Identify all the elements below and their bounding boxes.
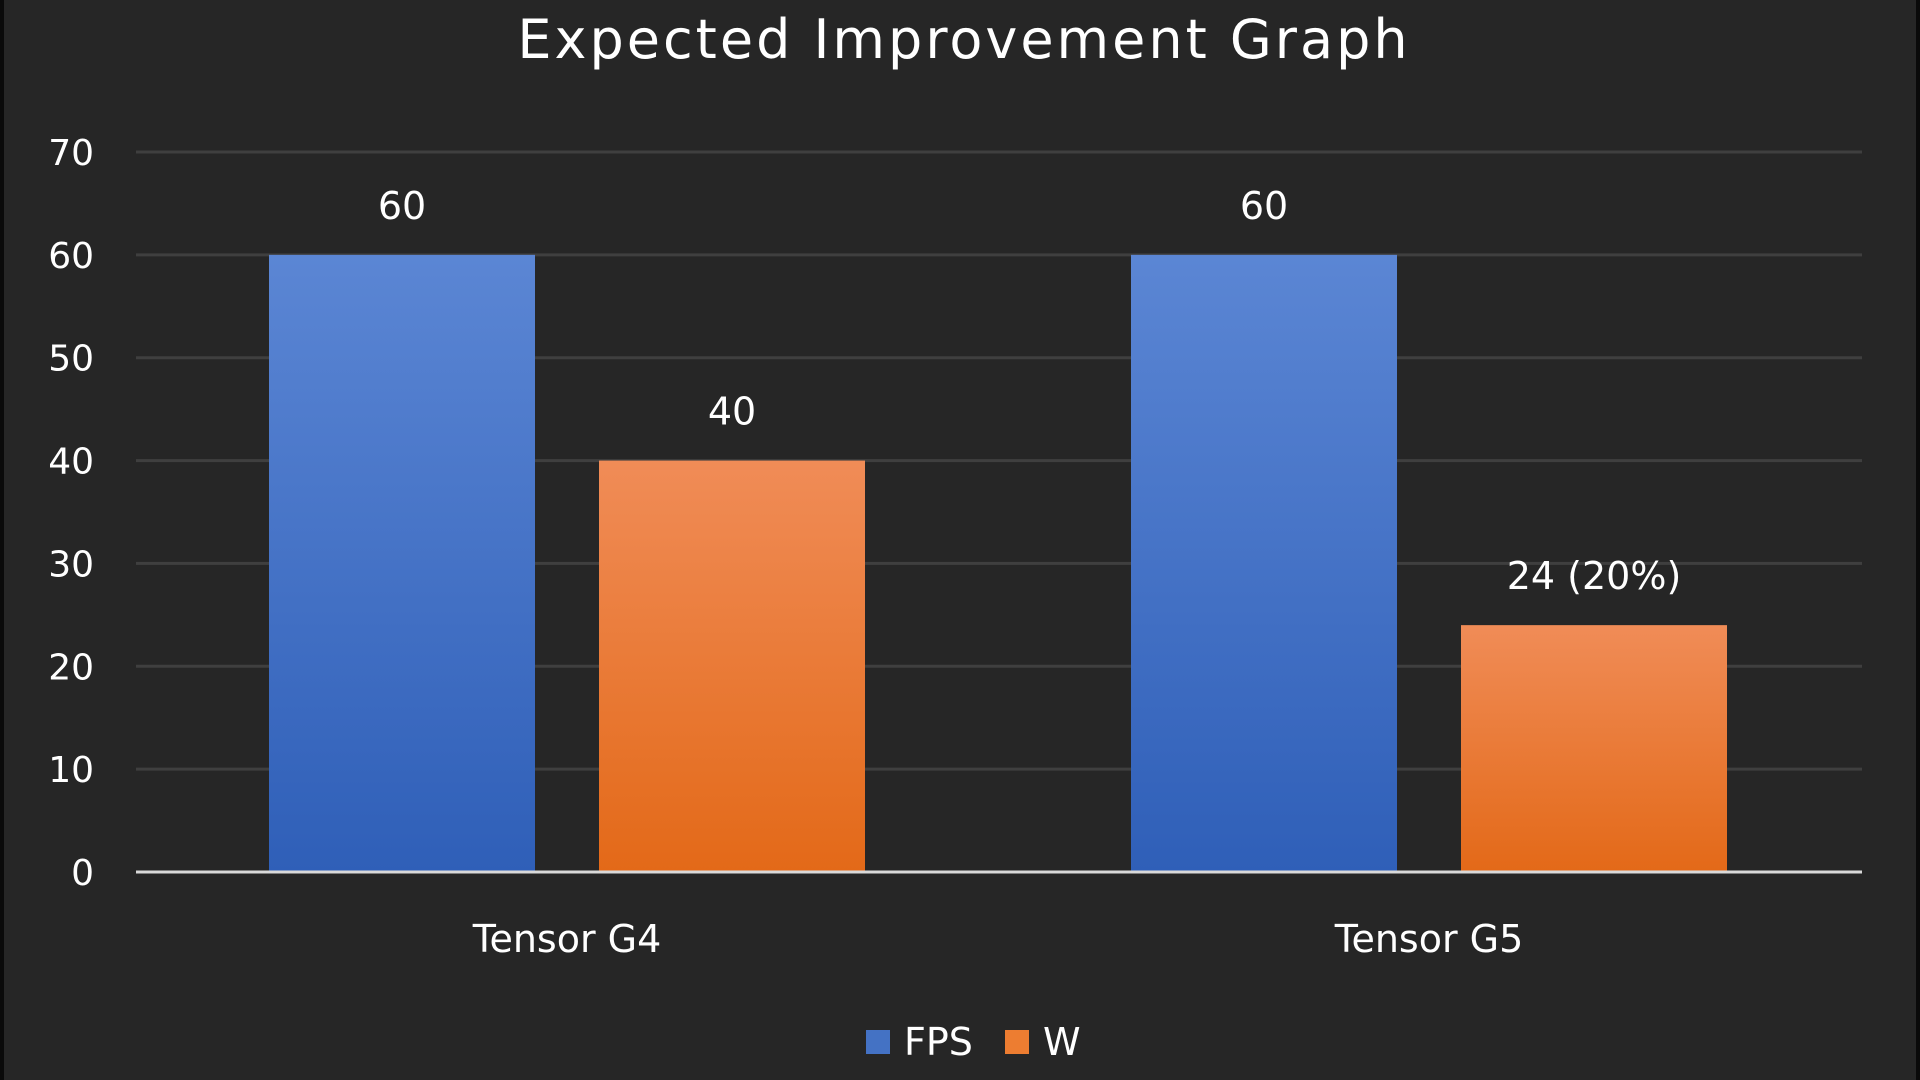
legend: FPS W (866, 1020, 1081, 1064)
data-label: 60 (378, 184, 426, 228)
legend-label-w: W (1043, 1020, 1081, 1064)
bars (136, 254, 1862, 874)
y-axis-ticks: 0 10 20 30 40 50 60 70 (48, 133, 94, 894)
legend-label-fps: FPS (904, 1020, 973, 1064)
data-label: 40 (708, 390, 756, 434)
y-tick-label: 20 (48, 647, 94, 688)
y-tick-label: 0 (71, 853, 94, 894)
x-category-label: Tensor G5 (1334, 917, 1524, 961)
x-axis-categories: Tensor G4 Tensor G5 (472, 917, 1524, 961)
y-tick-label: 40 (48, 442, 94, 483)
data-labels: 60 40 60 24 (20%) (378, 184, 1681, 598)
y-tick-label: 10 (48, 750, 94, 791)
bar-fps-tensor-g4 (269, 254, 535, 872)
y-tick-label: 50 (48, 339, 94, 380)
legend-swatch-w (1005, 1030, 1029, 1054)
legend-swatch-fps (866, 1030, 890, 1054)
data-label: 60 (1240, 184, 1288, 228)
data-label: 24 (20%) (1507, 554, 1682, 598)
bar-chart: Expected Improvement Graph 0 10 20 30 40 50 60… (48, 8, 1862, 1064)
x-category-label: Tensor G4 (472, 917, 662, 961)
y-tick-label: 60 (48, 236, 94, 277)
bar-w-tensor-g5 (1461, 625, 1727, 872)
bar-w-tensor-g4 (599, 460, 865, 872)
chart-title: Expected Improvement Graph (517, 8, 1410, 71)
y-tick-label: 30 (48, 544, 94, 585)
y-tick-label: 70 (48, 133, 94, 174)
bar-fps-tensor-g5 (1131, 254, 1397, 872)
